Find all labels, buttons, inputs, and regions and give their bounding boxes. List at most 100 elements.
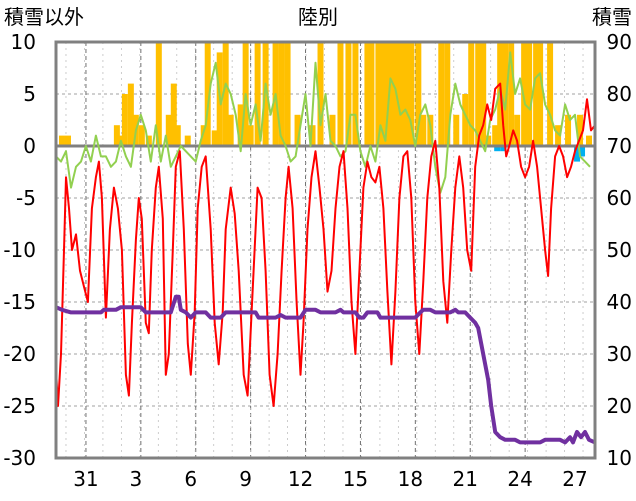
x-tick-label: 6 [184,467,197,491]
left-tick-label: -15 [3,290,36,314]
precipitation-bar [438,42,445,146]
precipitation-bar [514,114,521,146]
left-tick-label: 0 [23,134,36,158]
precipitation-bar [462,94,469,146]
precipitation-bar [526,42,533,146]
x-tick-label: 24 [507,467,532,491]
wind-bar [574,146,581,162]
precipitation-bar [408,42,415,146]
precipitation-bar [58,135,65,146]
precipitation-bar [237,104,244,146]
precipitation-bar [502,42,509,146]
precipitation-bar [127,83,134,146]
precipitation-bar [521,42,528,146]
grid-lines [56,41,595,459]
right-tick-label: 30 [607,342,632,366]
left-tick-label: -5 [16,186,36,210]
precipitation-bar [204,42,211,146]
wind-bar [579,146,586,157]
precipitation-bar [555,125,562,146]
precipitation-bar [184,135,191,146]
x-tick-label: 12 [288,467,313,491]
precipitation-bar [399,42,406,146]
precipitation-bar [155,42,162,146]
precipitation-bar [174,125,181,146]
x-tick-label: 21 [453,467,478,491]
precipitation-bar [222,42,229,146]
temperature-line [55,82,596,407]
left-axis-label: 積雪以外 [4,5,84,29]
precipitation-bar [533,42,540,146]
precipitation-bar [380,42,387,146]
x-tick-label: 9 [239,467,252,491]
line-series [55,51,596,445]
x-axis-ticks: 31 3 6 9 12 15 18 21 24 27 [73,467,588,491]
precipitation-bar [200,125,207,146]
precipitation-bar [309,125,316,146]
right-tick-label: 10 [607,446,632,470]
plot-area-border [54,40,597,460]
precipitation-bar [211,130,218,146]
precipitation-bar [113,125,120,146]
precipitation-bar [453,114,460,146]
precipitation-bar [420,114,427,146]
precipitation-bar [375,42,382,146]
precipitation-bar [294,114,301,146]
left-tick-label: -25 [3,394,36,418]
precipitation-bar [389,42,396,146]
precipitation-bar [368,42,375,146]
precipitation-bar [345,42,352,146]
precipitation-bar [565,114,572,146]
snow_depth-line [55,294,596,445]
right-axis-ticks: 90 80 70 60 50 40 30 20 10 [607,30,632,470]
precipitation-bar [577,114,584,146]
precipitation-bar [403,42,410,146]
chart-title: 陸別 [298,5,338,29]
precipitation-bar [444,42,451,146]
right-tick-label: 90 [607,30,632,54]
precipitation-bar [64,135,71,146]
left-tick-label: -30 [3,446,36,470]
left-tick-label: 10 [11,30,36,54]
x-tick-label: 18 [398,467,423,491]
right-tick-label: 20 [607,394,632,418]
precipitation-bar [352,42,359,146]
precipitation-bar [317,42,324,146]
x-tick-label: 3 [129,467,142,491]
precipitation-bar [247,125,254,146]
x-tick-label: 31 [73,467,98,491]
wind-bar [494,146,501,152]
precipitation-bar [329,114,336,146]
precipitation-bar [165,114,172,146]
left-tick-label: -20 [3,342,36,366]
precipitation-bar [278,42,285,146]
right-axis-label: 積雪 [592,5,632,29]
x-tick-label: 15 [343,467,368,491]
right-tick-label: 80 [607,82,632,106]
precipitation-bar [547,42,554,146]
precipitation-bar [508,42,515,146]
precipitation-bar [145,135,152,146]
x-tick-label: 27 [562,467,587,491]
left-axis-ticks: 10 5 0 -5 -10 -15 -20 -25 -30 [3,30,36,470]
precipitation-bar [384,42,391,146]
right-tick-label: 60 [607,186,632,210]
precipitation-bar [485,135,492,146]
precipitation-bar [170,83,177,146]
bar-series [58,42,593,162]
left-tick-label: 5 [23,82,36,106]
left-tick-label: -10 [3,238,36,262]
wind-bar [500,146,507,152]
precipitation-bar [415,42,422,146]
precipitation-bar [364,42,371,146]
precipitation-bar [121,94,128,146]
precipitation-bar [586,135,593,146]
precipitation-bar [468,42,475,146]
precipitation-bar [337,42,344,146]
right-tick-label: 70 [607,134,632,158]
right-tick-label: 50 [607,238,632,262]
precipitation-bar [537,42,544,146]
precipitation-bar [492,125,499,146]
right-tick-label: 40 [607,290,632,314]
